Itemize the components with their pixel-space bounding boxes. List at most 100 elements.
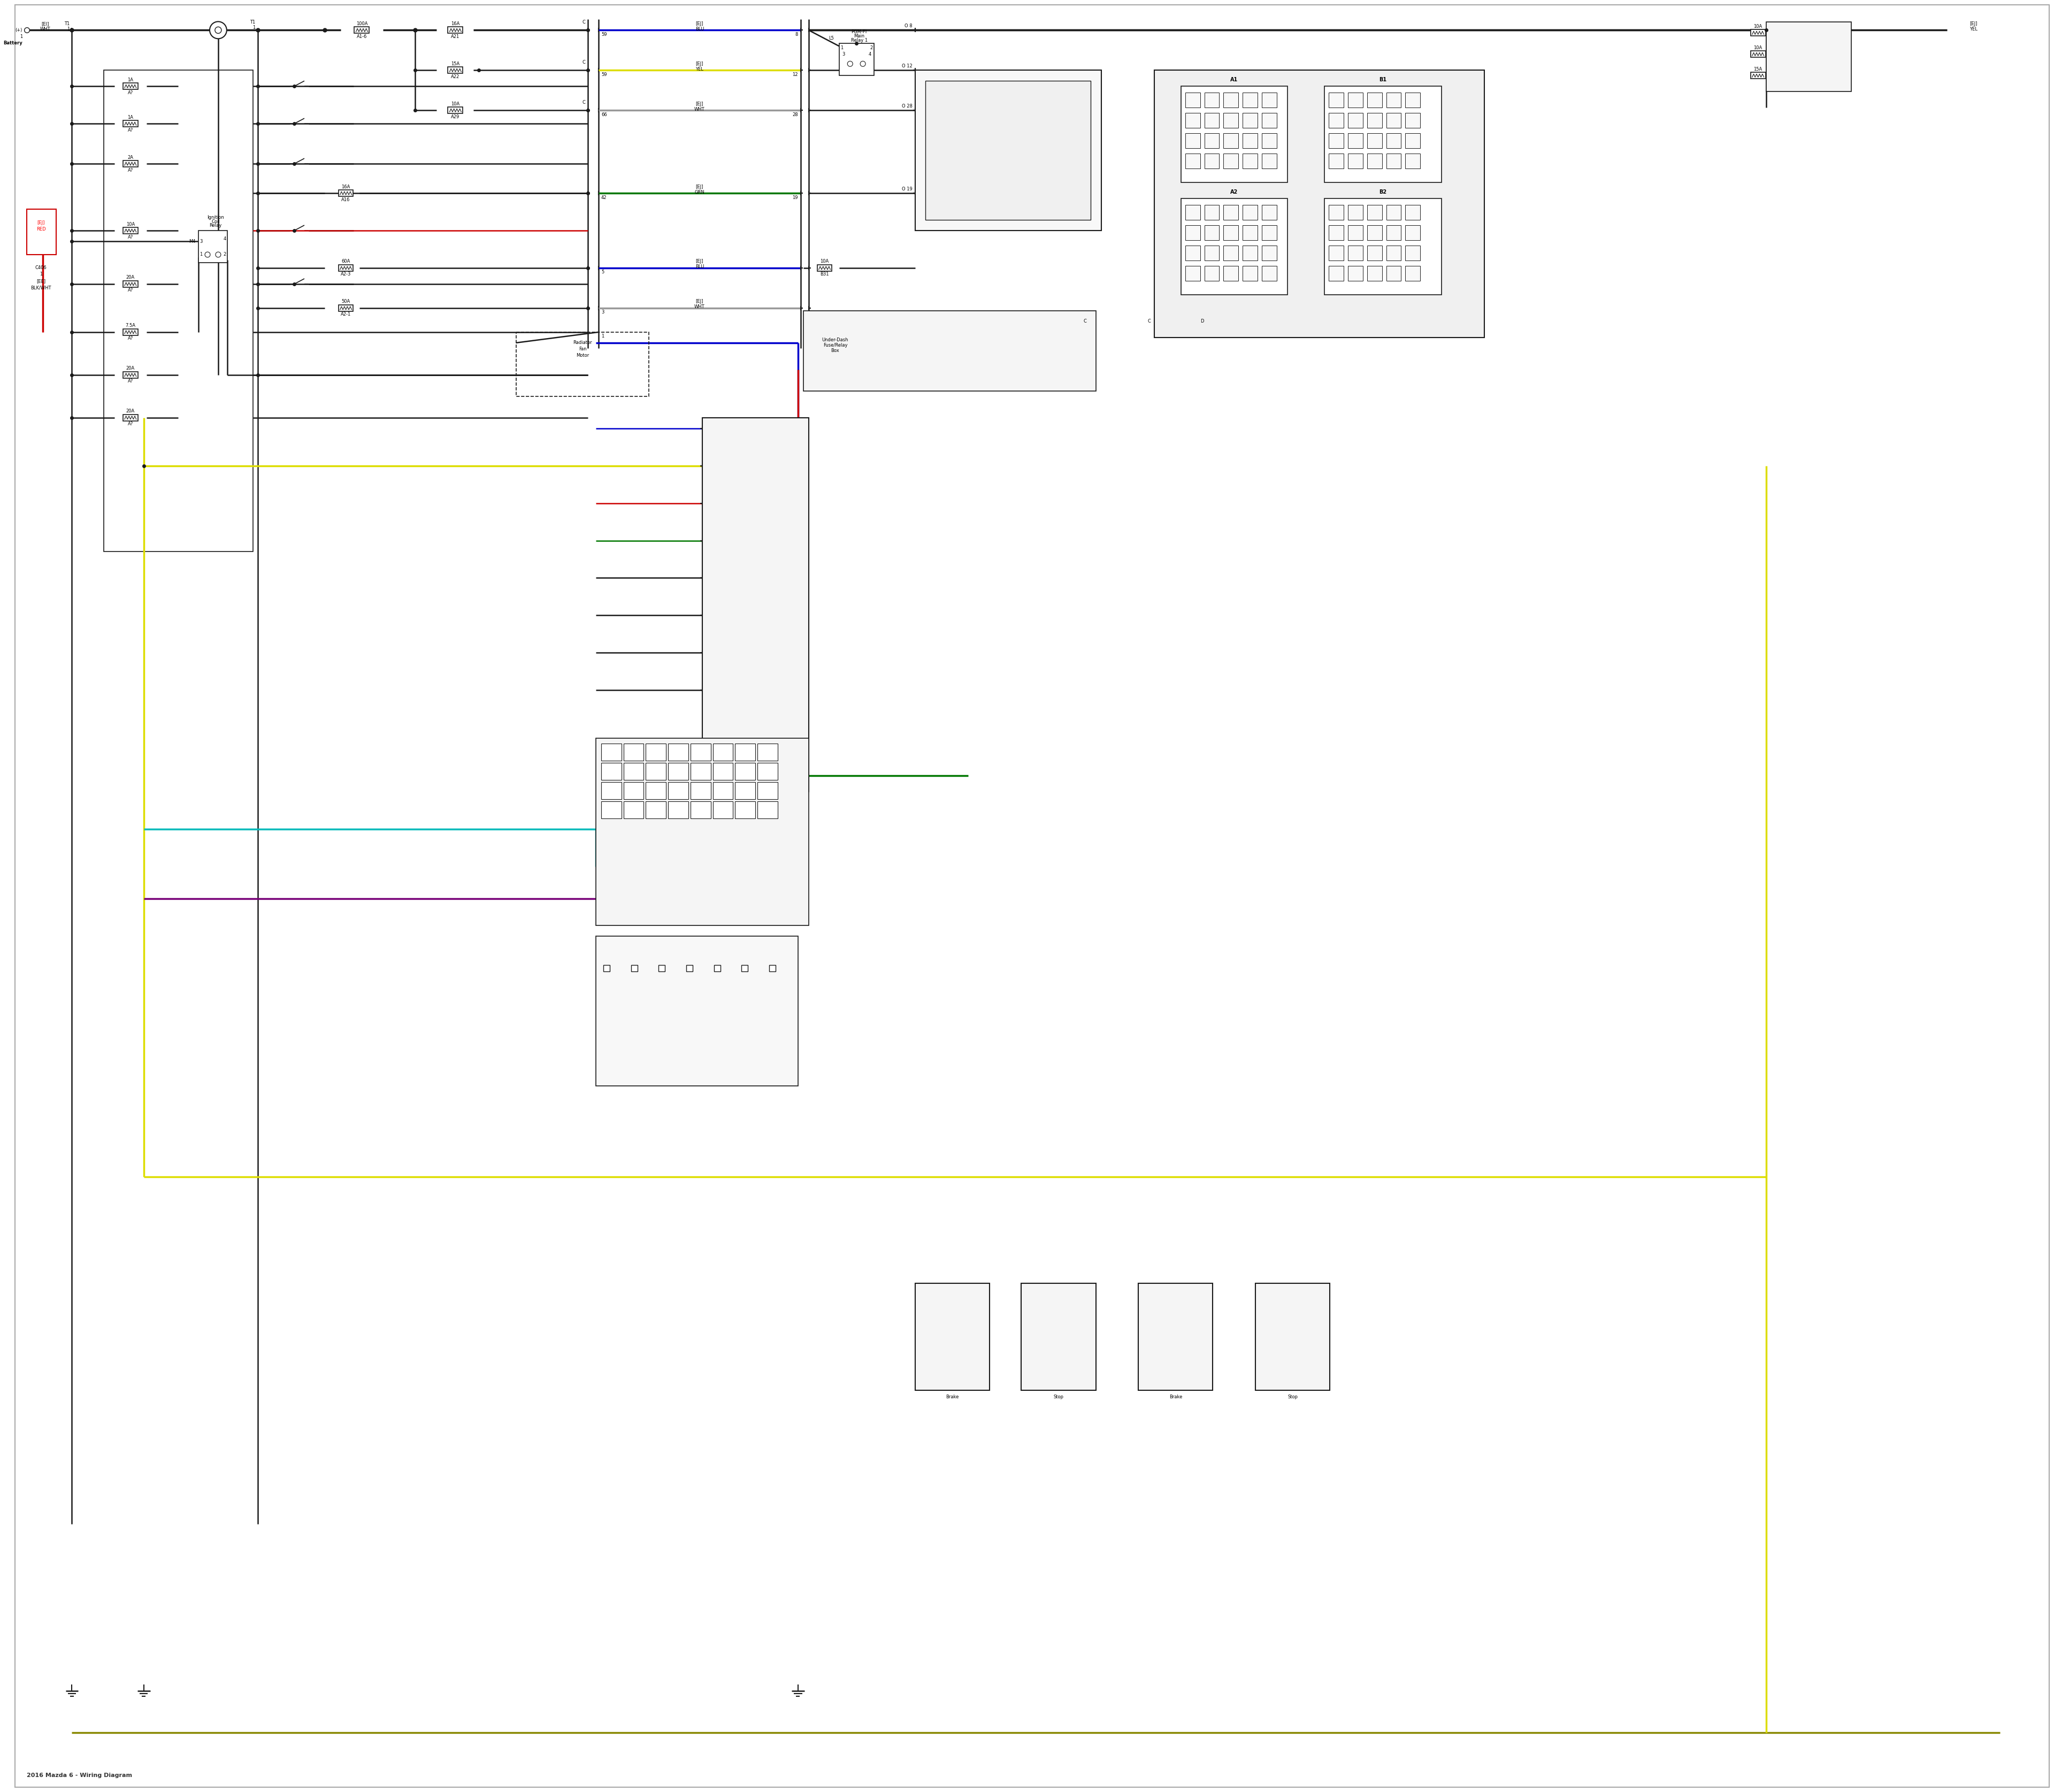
Bar bbox=[668, 801, 688, 819]
Bar bbox=[1368, 265, 1382, 281]
Bar bbox=[1243, 113, 1257, 127]
Text: 10A: 10A bbox=[820, 260, 830, 263]
Bar bbox=[1261, 133, 1278, 149]
Bar bbox=[1329, 246, 1343, 260]
Text: 16A: 16A bbox=[341, 185, 351, 190]
Bar bbox=[713, 763, 733, 780]
Text: (+): (+) bbox=[14, 27, 23, 32]
Text: 1: 1 bbox=[68, 27, 70, 32]
Bar bbox=[27, 210, 55, 254]
Bar bbox=[713, 781, 733, 799]
Bar bbox=[1329, 265, 1343, 281]
Text: [EJ]: [EJ] bbox=[696, 61, 702, 66]
Bar bbox=[596, 935, 797, 1086]
Bar bbox=[1224, 204, 1239, 220]
Text: Fan: Fan bbox=[579, 348, 587, 351]
Text: BLU: BLU bbox=[694, 265, 705, 269]
Text: Battery: Battery bbox=[4, 41, 23, 45]
Circle shape bbox=[216, 253, 222, 258]
Text: Coil: Coil bbox=[212, 219, 220, 224]
Text: 15A: 15A bbox=[452, 61, 460, 66]
Text: 12: 12 bbox=[793, 72, 797, 77]
Bar bbox=[199, 231, 228, 263]
Bar bbox=[1368, 226, 1382, 240]
Bar bbox=[735, 744, 756, 762]
Bar bbox=[1204, 265, 1220, 281]
Text: 20A: 20A bbox=[125, 409, 136, 414]
Text: 28: 28 bbox=[793, 113, 797, 116]
Bar bbox=[1347, 246, 1364, 260]
Text: [EJ]: [EJ] bbox=[696, 102, 702, 106]
Bar bbox=[1185, 113, 1200, 127]
Bar bbox=[1386, 133, 1401, 149]
Text: 8: 8 bbox=[795, 32, 797, 38]
Bar bbox=[758, 801, 778, 819]
Bar bbox=[1347, 154, 1364, 168]
Bar bbox=[448, 27, 462, 34]
Text: [EJ]: [EJ] bbox=[696, 22, 702, 27]
Text: 10A: 10A bbox=[1754, 23, 1762, 29]
Bar bbox=[1405, 246, 1419, 260]
Bar bbox=[602, 781, 622, 799]
Text: 1: 1 bbox=[840, 45, 844, 50]
Bar bbox=[1261, 93, 1278, 108]
Text: WHT: WHT bbox=[41, 27, 51, 32]
Text: 2: 2 bbox=[224, 253, 226, 256]
Bar bbox=[1386, 154, 1401, 168]
Text: 60A: 60A bbox=[341, 260, 351, 263]
Text: A22: A22 bbox=[452, 73, 460, 79]
Bar bbox=[1386, 246, 1401, 260]
Bar bbox=[1329, 154, 1343, 168]
Text: O 8: O 8 bbox=[904, 23, 912, 29]
Bar bbox=[1386, 93, 1401, 108]
Bar bbox=[1154, 70, 1485, 337]
Bar bbox=[702, 418, 809, 792]
Bar bbox=[339, 305, 353, 312]
Bar bbox=[668, 744, 688, 762]
Text: T1: T1 bbox=[251, 20, 255, 25]
Bar bbox=[1386, 226, 1401, 240]
Bar bbox=[1204, 154, 1220, 168]
Text: 16A: 16A bbox=[452, 22, 460, 27]
Text: 10A: 10A bbox=[1754, 45, 1762, 50]
Bar bbox=[1750, 72, 1766, 79]
Text: A1: A1 bbox=[1230, 77, 1239, 82]
Bar bbox=[123, 371, 138, 378]
Bar bbox=[1185, 93, 1200, 108]
Text: 3: 3 bbox=[199, 238, 203, 244]
Text: 10A: 10A bbox=[125, 222, 136, 226]
Bar bbox=[645, 801, 665, 819]
Text: A16: A16 bbox=[341, 197, 351, 202]
Text: WHT: WHT bbox=[694, 305, 705, 310]
Text: A?: A? bbox=[127, 421, 134, 426]
Bar bbox=[123, 228, 138, 233]
Text: 59: 59 bbox=[602, 32, 606, 38]
Bar bbox=[1204, 93, 1220, 108]
Bar bbox=[1405, 93, 1419, 108]
Text: A2-3: A2-3 bbox=[341, 272, 351, 276]
Bar bbox=[1347, 204, 1364, 220]
Text: 1: 1 bbox=[199, 253, 201, 256]
Bar bbox=[355, 27, 370, 34]
Bar bbox=[1368, 113, 1382, 127]
Bar bbox=[123, 82, 138, 90]
Bar bbox=[1224, 226, 1239, 240]
Bar bbox=[1204, 113, 1220, 127]
Bar bbox=[1185, 226, 1200, 240]
Text: A?: A? bbox=[127, 378, 134, 383]
Bar bbox=[1368, 93, 1382, 108]
Bar bbox=[1243, 154, 1257, 168]
Bar bbox=[1405, 204, 1419, 220]
Text: O 12: O 12 bbox=[902, 63, 912, 68]
Bar bbox=[1243, 265, 1257, 281]
Bar bbox=[1243, 133, 1257, 149]
Bar bbox=[1405, 133, 1419, 149]
Bar bbox=[914, 1283, 990, 1391]
Bar bbox=[1261, 265, 1278, 281]
Text: Relay: Relay bbox=[210, 222, 222, 228]
Bar bbox=[1405, 226, 1419, 240]
Bar bbox=[803, 310, 1097, 391]
Text: 4: 4 bbox=[224, 237, 226, 240]
Bar bbox=[1224, 113, 1239, 127]
Bar bbox=[926, 81, 1091, 220]
